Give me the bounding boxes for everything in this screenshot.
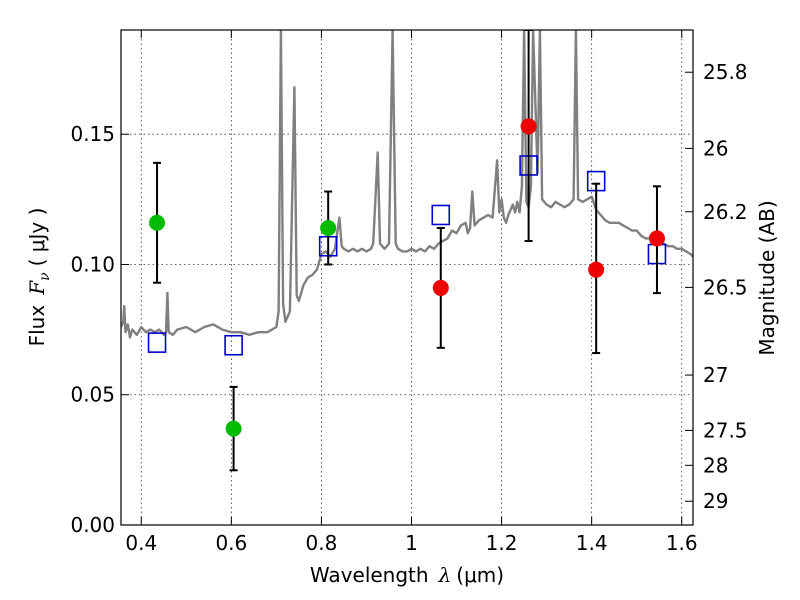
y-axis: 0.00 0.05 0.10 0.15 xyxy=(70,122,129,537)
magnitude-tick-label: 27.5 xyxy=(703,418,748,442)
x-tick-label: 1.2 xyxy=(486,531,518,555)
grid xyxy=(121,30,693,525)
data-points xyxy=(147,30,667,472)
magnitude-tick-label: 26.2 xyxy=(703,200,748,224)
magnitude-axis-label: Magnitude (AB) xyxy=(755,200,779,355)
measurement-point xyxy=(225,420,242,437)
x-tick-label: 0.8 xyxy=(306,531,338,555)
x-tick-label: 1.4 xyxy=(576,531,608,555)
x-tick-label: 0.4 xyxy=(125,531,157,555)
magnitude-tick-label: 26 xyxy=(703,136,728,160)
magnitude-axis: 25.8 26 26.2 26.5 27 27.5 28 29 xyxy=(685,60,748,513)
plot-frame xyxy=(120,29,694,526)
y-axis-label: FluxFν( μJy ) xyxy=(25,208,53,347)
measurement-point xyxy=(648,230,665,247)
y-tick-label: 0.00 xyxy=(70,513,115,537)
y-tick-label: 0.05 xyxy=(70,383,115,407)
measurement-point xyxy=(149,214,166,231)
photometry-square xyxy=(224,334,243,356)
photometry-square xyxy=(431,204,451,226)
y-tick-label: 0.15 xyxy=(70,122,115,146)
magnitude-tick-label: 27 xyxy=(703,363,728,387)
photometry-square xyxy=(147,332,167,353)
x-tick-label: 0.6 xyxy=(215,531,247,555)
measurement-point xyxy=(320,220,337,236)
measurement-point xyxy=(520,118,537,135)
x-axis-label: Wavelength λ (μm) xyxy=(310,563,504,587)
magnitude-tick-label: 29 xyxy=(703,489,728,513)
spectrum-line xyxy=(121,30,693,339)
x-axis: 0.4 0.6 0.8 1 1.2 1.4 1.6 xyxy=(125,30,698,555)
x-tick-label: 1.6 xyxy=(666,531,698,555)
magnitude-tick-label: 25.8 xyxy=(703,60,748,84)
measurement-point xyxy=(432,279,449,296)
model-spectrum xyxy=(121,30,693,339)
measurement-point xyxy=(588,261,605,278)
magnitude-tick-label: 28 xyxy=(703,453,728,477)
magnitude-tick-label: 26.5 xyxy=(703,275,748,299)
y-tick-label: 0.10 xyxy=(70,252,115,276)
x-tick-label: 1 xyxy=(405,531,418,555)
